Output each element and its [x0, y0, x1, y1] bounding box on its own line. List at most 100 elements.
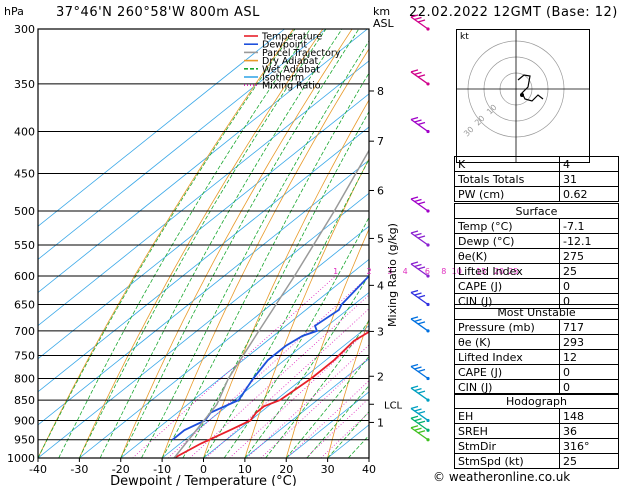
- index-value: 275: [559, 248, 619, 264]
- wind-barb-flag: [417, 390, 426, 394]
- km-unit-label: km: [373, 5, 391, 18]
- temperature-tick-label: -30: [70, 463, 88, 476]
- hodograph-frame: [456, 29, 590, 163]
- wind-barb-flag: [414, 427, 422, 431]
- mixing-ratio-axis-title: Mixing Ratio (g/kg): [386, 223, 399, 327]
- mixing-ratio-line: [132, 275, 336, 458]
- km-tick-label: 2: [377, 370, 384, 383]
- wind-barb-staff: [410, 417, 429, 431]
- index-label: StmSpd (kt): [454, 453, 560, 469]
- wind-barb-flag: [410, 415, 419, 419]
- wind-barb-staff: [410, 16, 429, 30]
- mixing-ratio-line: [286, 380, 369, 458]
- wind-barb-dot: [426, 428, 430, 432]
- wind-barb-flag: [414, 366, 422, 370]
- hodo-title: Hodograph: [454, 393, 619, 409]
- wind-barb-staff: [410, 263, 429, 277]
- wind-barb-dot: [426, 243, 430, 247]
- pressure-tick-label: 700: [14, 325, 35, 338]
- km-tick-label: 5: [377, 232, 384, 245]
- sounding-line-parcel-trajectory: [173, 148, 369, 458]
- index-label: SREH: [454, 423, 560, 439]
- km-tick-label: 6: [377, 184, 384, 197]
- wind-barb-staff: [410, 71, 429, 85]
- pressure-tick-label: 800: [14, 372, 35, 385]
- index-value: 4: [559, 156, 619, 172]
- wind-barb-staff: [410, 198, 429, 212]
- wet-adiabat-line: [79, 29, 327, 458]
- wind-barb-flag: [410, 405, 419, 410]
- wind-barb-flag: [414, 418, 422, 422]
- asl-unit-label: ASL: [373, 17, 394, 30]
- isotherm-line: [38, 29, 285, 227]
- isotherm-line: [38, 60, 369, 327]
- wind-barb-dot: [426, 82, 430, 86]
- wet-adiabat-line: [203, 158, 369, 458]
- index-label: θe(K): [454, 248, 560, 264]
- plot-frame: [37, 28, 370, 459]
- index-table-surface: Surface Temp (°C) -7.1 Dewp (°C) -12.1 θe(…: [454, 203, 619, 309]
- mixing-ratio-label: 6: [425, 267, 430, 276]
- legend-label: Wet Adiabat: [262, 64, 320, 75]
- isotherm-line: [38, 29, 368, 294]
- km-tick-label: 1: [377, 416, 384, 429]
- mixing-ratio-line: [189, 294, 369, 458]
- wind-barb-flag: [414, 71, 422, 76]
- wet-adiabat-line: [38, 29, 296, 458]
- dry-adiabat-line: [161, 48, 369, 458]
- wind-barb-flag: [410, 116, 419, 121]
- pressure-tick-label: 900: [14, 414, 35, 427]
- mixing-ratio-label: 4: [403, 267, 408, 276]
- wind-barb-flag: [417, 430, 426, 434]
- pressure-tick-label: 500: [14, 205, 35, 218]
- wet-adiabat-line: [141, 40, 369, 458]
- wet-adiabat-line: [265, 320, 369, 458]
- km-tick-label: 4: [377, 279, 384, 292]
- wind-barb-flag: [417, 420, 426, 424]
- temperature-tick-label: 30: [321, 463, 335, 476]
- mixing-ratio-label: 1: [333, 267, 338, 276]
- pressure-tick-label: 650: [14, 299, 35, 312]
- wet-adiabat-line: [161, 72, 369, 458]
- wind-barb-flag: [417, 321, 426, 325]
- pressure-tick-label: 1000: [7, 452, 35, 465]
- wind-barb-flag: [410, 230, 419, 234]
- index-value: 293: [559, 334, 619, 350]
- temperature-tick-label: -40: [29, 463, 47, 476]
- wind-barb-dot: [426, 398, 430, 402]
- index-table-hodograph: Hodograph EH 148 SREH 36 StmDir 316° StmSpd…: [454, 393, 619, 469]
- temperature-tick-label: -10: [153, 463, 171, 476]
- sounding-line-temperature: [173, 330, 369, 458]
- dry-adiabat-line: [327, 318, 369, 458]
- pressure-tick-label: 350: [14, 78, 35, 91]
- pressure-tick-label: 600: [14, 270, 35, 283]
- temperature-tick-label: -20: [112, 463, 130, 476]
- legend-label: Mixing Ratio: [262, 81, 321, 92]
- index-value: 316°: [559, 438, 619, 454]
- isotherm-line: [161, 291, 369, 458]
- pressure-tick-label: 750: [14, 349, 35, 362]
- temperature-tick-label: 10: [238, 463, 252, 476]
- index-value: 717: [559, 319, 619, 335]
- wind-barb-staff: [410, 387, 429, 401]
- wind-barb-flag: [417, 19, 426, 23]
- wind-barb-flag: [414, 387, 422, 392]
- km-tick-label: 8: [377, 85, 384, 98]
- index-label: Temp (°C): [454, 218, 560, 234]
- surface-title: Surface: [454, 203, 619, 219]
- km-tick-label: 7: [377, 135, 384, 148]
- isotherm-line: [79, 225, 369, 458]
- index-label: K: [454, 156, 560, 172]
- wind-barb-dot: [426, 438, 430, 442]
- isotherm-line: [244, 358, 369, 458]
- index-value: 25: [559, 453, 619, 469]
- wind-barb-flag: [414, 232, 422, 237]
- wind-barb-flag: [414, 198, 422, 203]
- wind-barb-dot: [426, 274, 430, 278]
- index-label: CAPE (J): [454, 278, 560, 294]
- index-label: Lifted Index: [454, 263, 560, 279]
- wind-barb-flag: [414, 263, 422, 268]
- isotherm-line: [38, 29, 327, 260]
- legend-label: Temperature: [261, 32, 322, 43]
